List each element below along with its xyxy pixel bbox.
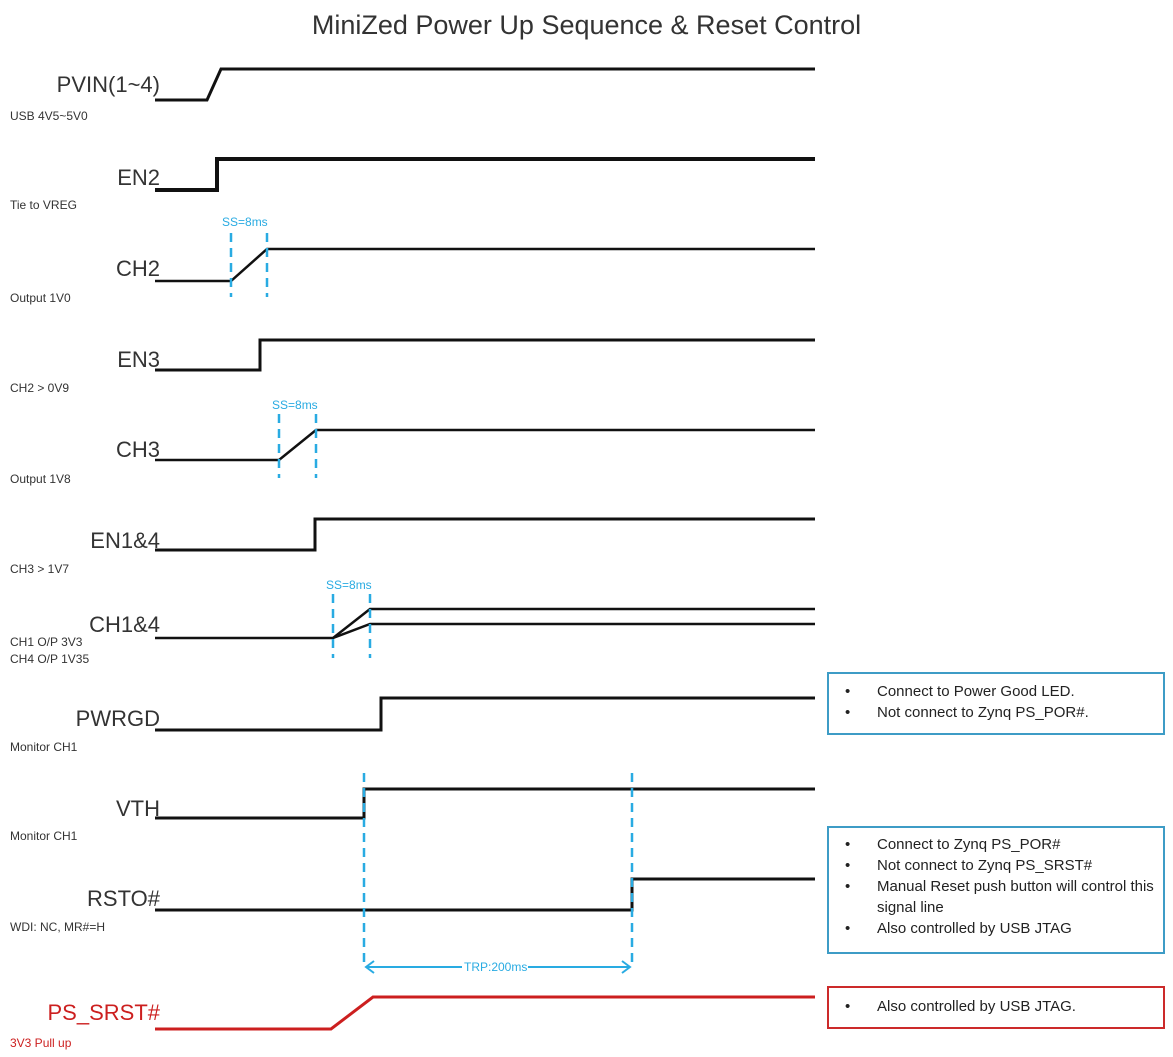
signal-label-en14: EN1&4: [90, 528, 160, 553]
signal-label-ch14: CH1&4: [89, 612, 160, 637]
signal-sublabel-ch1: CH1 O/P 3V3: [10, 635, 83, 649]
note-pwrgd-1: Connect to Power Good LED.: [845, 681, 1163, 702]
waveform-en2: [155, 157, 815, 192]
signal-label-ch3: CH3: [115, 437, 160, 462]
signal-sublabel-en14: CH3 > 1V7: [10, 562, 70, 576]
signal-sublabel-en2: Tie to VREG: [10, 198, 77, 212]
waveform-ch2: [155, 247, 815, 283]
waveform-pwrgd: [155, 696, 815, 732]
signal-sublabel-ch4: CH4 O/P 1V35: [10, 652, 90, 666]
note-rsto-4: Also controlled by USB JTAG: [845, 918, 1163, 939]
trp-arrow: [364, 960, 632, 974]
signal-label-ch2: CH2: [115, 256, 160, 281]
note-rsto-2: Not connect to Zynq PS_SRST#: [845, 855, 1163, 876]
waveform-en3: [155, 338, 815, 372]
signal-label-pwrgd: PWRGD: [75, 706, 160, 731]
diagram-title: MiniZed Power Up Sequence & Reset Contro…: [311, 10, 862, 40]
note-box-pwrgd: Connect to Power Good LED. Not connect t…: [827, 672, 1165, 735]
waveform-vth: [155, 787, 815, 820]
signal-sublabel-vth: Monitor CH1: [10, 829, 78, 843]
signal-label-pvin: PVIN(1~4): [56, 72, 160, 97]
signal-sublabel-ch3: Output 1V8: [10, 472, 71, 486]
signal-sublabel-rsto: WDI: NC, MR#=H: [10, 920, 106, 934]
signal-sublabel-ch2: Output 1V0: [10, 291, 71, 305]
waveform-ch4: [332, 622, 815, 640]
ss-label-ch2: SS=8ms: [222, 215, 268, 229]
note-box-ps-srst: Also controlled by USB JTAG.: [827, 986, 1165, 1029]
note-rsto-3: Manual Reset push button will control th…: [845, 876, 1163, 918]
waveform-ps-srst: [155, 995, 815, 1031]
signal-label-vth: VTH: [116, 796, 160, 821]
waveform-en14: [155, 517, 815, 552]
note-box-rsto: Connect to Zynq PS_POR# Not connect to Z…: [827, 826, 1165, 954]
note-ps-srst-1: Also controlled by USB JTAG.: [845, 996, 1163, 1017]
waveform-pvin: [155, 67, 815, 102]
signal-label-en3: EN3: [117, 347, 160, 372]
signal-sublabel-ps-srst: 3V3 Pull up: [10, 1036, 72, 1050]
waveform-rsto: [155, 877, 815, 912]
signal-sublabel-pvin: USB 4V5~5V0: [10, 109, 88, 123]
note-pwrgd-2: Not connect to Zynq PS_POR#.: [845, 702, 1163, 723]
signal-label-en2: EN2: [117, 165, 160, 190]
ss-label-ch14: SS=8ms: [326, 578, 372, 592]
signal-sublabel-en3: CH2 > 0V9: [10, 381, 70, 395]
ss-label-ch3: SS=8ms: [272, 398, 318, 412]
waveform-ch1: [155, 607, 815, 640]
signal-label-rsto: RSTO#: [87, 886, 160, 911]
note-rsto-1: Connect to Zynq PS_POR#: [845, 834, 1163, 855]
signal-label-ps-srst: PS_SRST#: [47, 1000, 161, 1025]
trp-label: TRP:200ms: [464, 960, 527, 974]
signal-sublabel-pwrgd: Monitor CH1: [10, 740, 78, 754]
waveform-ch3: [155, 428, 815, 462]
